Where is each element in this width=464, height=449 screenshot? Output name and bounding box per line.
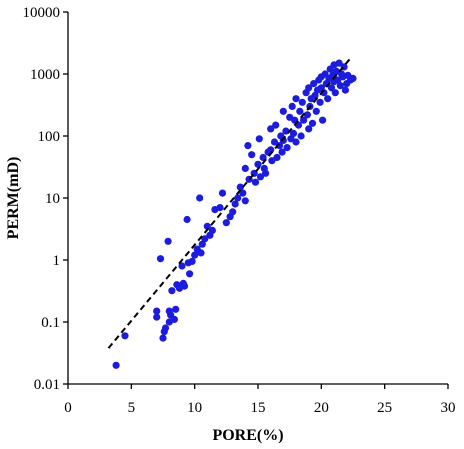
data-point [231,200,239,208]
data-point [305,125,313,133]
data-point [248,151,256,159]
data-point [297,132,305,140]
data-point [289,129,298,137]
data-point [296,107,304,115]
data-point [273,153,281,162]
x-tick-label: 10 [187,400,202,416]
y-tick-label: 0.1 [41,315,60,331]
data-point [239,189,247,197]
data-point [341,86,349,94]
x-axis-title: PORE(%) [212,427,283,444]
data-point [198,240,206,248]
data-point [178,262,186,270]
data-point [201,235,209,243]
data-point [310,80,318,88]
y-axis-title: PERM(mD) [5,157,22,240]
data-point [298,98,306,106]
data-point [236,183,244,191]
data-point [153,313,161,321]
data-point [112,361,120,369]
data-point [164,237,172,245]
data-point [316,98,324,106]
data-point [216,204,224,212]
data-point [186,270,194,278]
data-point [272,121,280,129]
x-ticks: 0 5 10 15 20 25 30 [64,384,456,416]
data-point [262,169,270,177]
data-point [183,215,191,224]
data-point [255,135,263,143]
y-tick-label: 100 [38,129,61,145]
y-ticks: 0.01 0.1 1 10 100 1000 10000 [23,5,68,393]
data-point [251,178,260,186]
data-point [292,95,300,103]
data-point [300,116,308,124]
data-point [319,116,327,124]
x-tick-label: 5 [128,400,136,416]
data-point [254,160,262,168]
data-point [218,189,227,197]
data-point [203,222,211,230]
y-tick-label: 10 [45,191,60,207]
data-point [170,315,178,323]
data-point [335,59,343,67]
data-point [188,257,196,265]
data-point [197,249,205,257]
data-point [279,107,287,115]
y-tick-label: 1 [53,253,61,269]
x-tick-label: 30 [441,400,456,416]
x-tick-label: 25 [377,400,392,416]
trendline [107,57,352,349]
data-point [244,142,252,150]
data-point [267,125,275,133]
data-point [168,287,176,295]
data-point [180,282,189,290]
data-point [336,82,344,90]
data-point [156,255,165,263]
y-tick-label: 0.01 [34,377,60,393]
data-point [153,307,161,315]
data-point [324,95,332,103]
y-tick-label: 10000 [23,5,61,21]
data-point [288,102,296,110]
data-point [196,194,204,202]
data-point [312,107,320,115]
data-point [283,144,291,152]
x-tick-label: 15 [251,400,266,416]
data-point [172,305,180,313]
data-point [241,197,249,205]
data-point [349,74,357,82]
data-point [161,324,170,332]
data-point [256,173,265,181]
data-point [241,164,249,172]
data-points [112,59,357,369]
data-point [278,148,286,156]
data-point [331,89,339,97]
data-point [308,119,317,127]
data-point [121,332,129,340]
data-point [208,226,216,234]
data-point [159,334,167,342]
data-point [292,138,300,146]
data-point [305,84,313,92]
y-tick-label: 1000 [30,67,60,83]
data-point [229,208,237,216]
data-point [270,138,279,146]
data-point [275,142,284,150]
data-point [234,194,242,202]
data-point [222,219,230,227]
data-point [279,136,287,144]
x-tick-label: 20 [314,400,329,416]
data-point [303,111,311,119]
data-point [327,84,336,92]
data-point [191,251,199,259]
x-tick-label: 0 [64,400,72,416]
data-point [311,91,319,100]
